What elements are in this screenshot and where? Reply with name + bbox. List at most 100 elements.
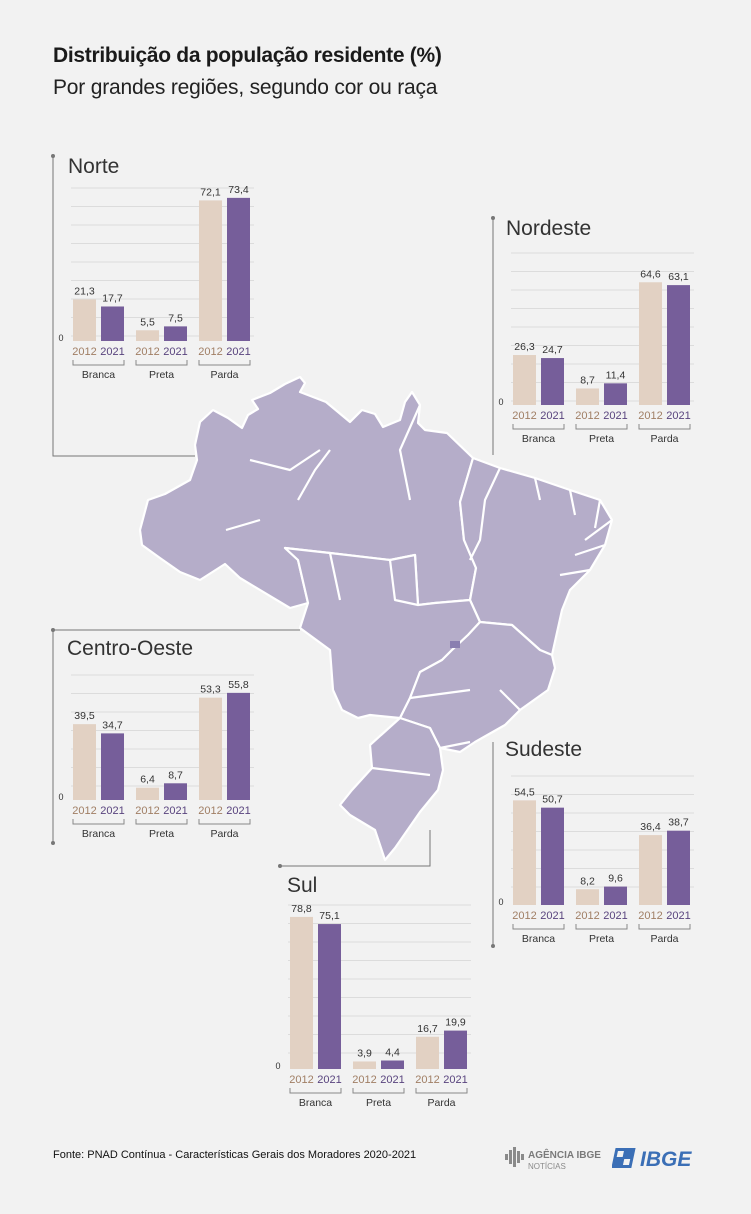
group-bracket <box>575 924 628 930</box>
y-tick-label: 0 <box>498 897 503 907</box>
data-label: 24,7 <box>542 344 563 356</box>
data-label: 5,5 <box>140 316 155 328</box>
data-label: 6,4 <box>140 774 155 786</box>
group-bracket <box>575 424 628 430</box>
regional-charts: Norte 0 21,3 2012 17,7 2021 Branca 5,5 2012 7,5 20… <box>58 155 694 1109</box>
bar-parda-2021 <box>227 692 250 800</box>
bar-preta-2012 <box>136 787 159 800</box>
bar-branca-2012 <box>513 355 536 405</box>
group-bracket <box>415 1088 468 1094</box>
chart-panel-centro-oeste: Centro-Oeste 0 39,5 2012 34,7 2021 Branca 6,4 20… <box>58 637 254 840</box>
year-label-2021: 2021 <box>540 410 564 422</box>
category-label-preta: Preta <box>589 433 614 445</box>
year-label-2012: 2012 <box>638 410 662 422</box>
year-label-2012: 2012 <box>415 1074 439 1086</box>
year-label-2012: 2012 <box>72 346 96 358</box>
data-label: 54,5 <box>514 786 535 798</box>
bar-branca-2012 <box>73 299 96 341</box>
data-label: 39,5 <box>74 710 95 722</box>
data-label: 38,7 <box>668 817 689 829</box>
category-label-branca: Branca <box>522 433 555 445</box>
data-label: 16,7 <box>417 1023 438 1035</box>
y-tick-label: 0 <box>275 1061 280 1071</box>
data-label: 50,7 <box>542 794 563 806</box>
bar-preta-2021 <box>164 326 187 341</box>
data-label: 64,6 <box>640 268 661 280</box>
data-label: 34,7 <box>102 719 123 731</box>
leader-dot-sudeste <box>491 944 495 948</box>
region-title: Sudeste <box>505 738 582 761</box>
category-label-branca: Branca <box>82 369 115 381</box>
ibge-logo-text: IBGE <box>640 1148 692 1170</box>
category-label-branca: Branca <box>299 1097 332 1109</box>
year-label-2012: 2012 <box>135 805 159 817</box>
agencia-ibge-logo: AGÊNCIA IBGE NOTÍCIAS <box>505 1145 605 1178</box>
year-label-2012: 2012 <box>135 346 159 358</box>
data-label: 21,3 <box>74 285 95 297</box>
data-label: 7,5 <box>168 312 183 324</box>
bar-parda-2021 <box>444 1030 467 1069</box>
year-label-2021: 2021 <box>540 910 564 922</box>
year-label-2012: 2012 <box>575 410 599 422</box>
category-label-parda: Parda <box>650 433 678 445</box>
bar-branca-2021 <box>318 924 341 1069</box>
data-label: 75,1 <box>319 910 340 922</box>
map-region-sudeste <box>398 620 557 754</box>
bar-preta-2012 <box>136 330 159 341</box>
year-label-2021: 2021 <box>226 805 250 817</box>
leader-dot-sul <box>278 864 282 868</box>
region-title: Centro-Oeste <box>67 637 193 660</box>
bar-branca-2012 <box>290 916 313 1069</box>
bar-preta-2012 <box>576 889 599 905</box>
data-label: 17,7 <box>102 292 123 304</box>
group-bracket <box>135 360 188 366</box>
year-label-2012: 2012 <box>72 805 96 817</box>
data-label: 11,4 <box>606 369 626 381</box>
group-bracket <box>352 1088 405 1094</box>
data-label: 8,7 <box>580 374 595 386</box>
category-label-preta: Preta <box>149 828 174 840</box>
year-label-2012: 2012 <box>512 410 536 422</box>
bar-preta-2021 <box>604 383 627 405</box>
year-label-2012: 2012 <box>512 910 536 922</box>
year-label-2021: 2021 <box>603 410 627 422</box>
region-title: Nordeste <box>506 217 591 240</box>
year-label-2021: 2021 <box>666 910 690 922</box>
leader-line-centro-oeste <box>52 629 300 843</box>
chart-panel-sul: Sul 0 78,8 2012 75,1 2021 Branca 3,9 2012 4,4 2021… <box>275 874 471 1109</box>
bar-preta-2021 <box>381 1060 404 1069</box>
year-label-2012: 2012 <box>198 805 222 817</box>
agencia-logo-bottom: NOTÍCIAS <box>528 1162 566 1171</box>
map-federal-district <box>450 641 460 648</box>
group-bracket <box>638 424 691 430</box>
leader-dot-centro-oeste-end <box>51 841 55 845</box>
bar-branca-2021 <box>541 807 564 905</box>
year-label-2012: 2012 <box>575 910 599 922</box>
ibge-logo: IBGE <box>611 1146 704 1175</box>
leader-line-norte <box>52 156 195 457</box>
year-label-2021: 2021 <box>317 1074 341 1086</box>
category-label-branca: Branca <box>522 933 555 945</box>
data-label: 4,4 <box>385 1047 400 1059</box>
category-label-branca: Branca <box>82 828 115 840</box>
bar-parda-2012 <box>639 835 662 905</box>
bar-branca-2021 <box>101 733 124 800</box>
bar-branca-2021 <box>541 358 564 405</box>
chart-panel-sudeste: Sudeste 0 54,5 2012 50,7 2021 Branca 8,2 2012 9,6… <box>498 738 694 945</box>
year-label-2021: 2021 <box>100 346 124 358</box>
year-label-2012: 2012 <box>638 910 662 922</box>
category-label-parda: Parda <box>427 1097 455 1109</box>
bar-parda-2021 <box>667 830 690 905</box>
chart-panel-norte: Norte 0 21,3 2012 17,7 2021 Branca 5,5 2012 7,5 20… <box>58 155 254 381</box>
data-label: 3,9 <box>357 1047 372 1059</box>
year-label-2021: 2021 <box>380 1074 404 1086</box>
category-label-preta: Preta <box>366 1097 391 1109</box>
year-label-2021: 2021 <box>226 346 250 358</box>
year-label-2021: 2021 <box>443 1074 467 1086</box>
bar-parda-2012 <box>199 200 222 341</box>
year-label-2012: 2012 <box>352 1074 376 1086</box>
region-title: Sul <box>287 874 317 897</box>
leader-line-sul <box>280 830 431 867</box>
year-label-2021: 2021 <box>666 410 690 422</box>
group-bracket <box>135 819 188 825</box>
